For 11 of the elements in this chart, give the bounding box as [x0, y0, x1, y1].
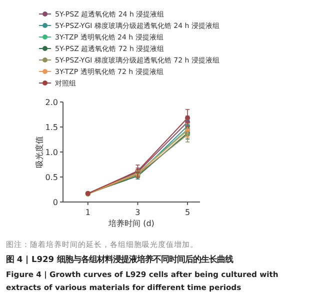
y-tick-label: 1.0 [45, 148, 58, 157]
x-axis-title: 培养时间 (d) [108, 219, 154, 228]
y-tick-label: 0.5 [45, 173, 58, 182]
x-tick-label: 1 [85, 208, 90, 217]
y-axis-title: 吸光度值 [35, 136, 44, 168]
x-tick-label: 3 [135, 208, 140, 217]
y-tick-label: 2.0 [45, 98, 58, 107]
x-tick-label: 5 [185, 208, 190, 217]
text: 图 4 | L929 细胞与各组材料浸提液培养不同时间后的生长曲线 [6, 254, 233, 264]
y-tick-label: 0 [52, 198, 58, 207]
y-tick-label: 1.5 [45, 123, 58, 132]
